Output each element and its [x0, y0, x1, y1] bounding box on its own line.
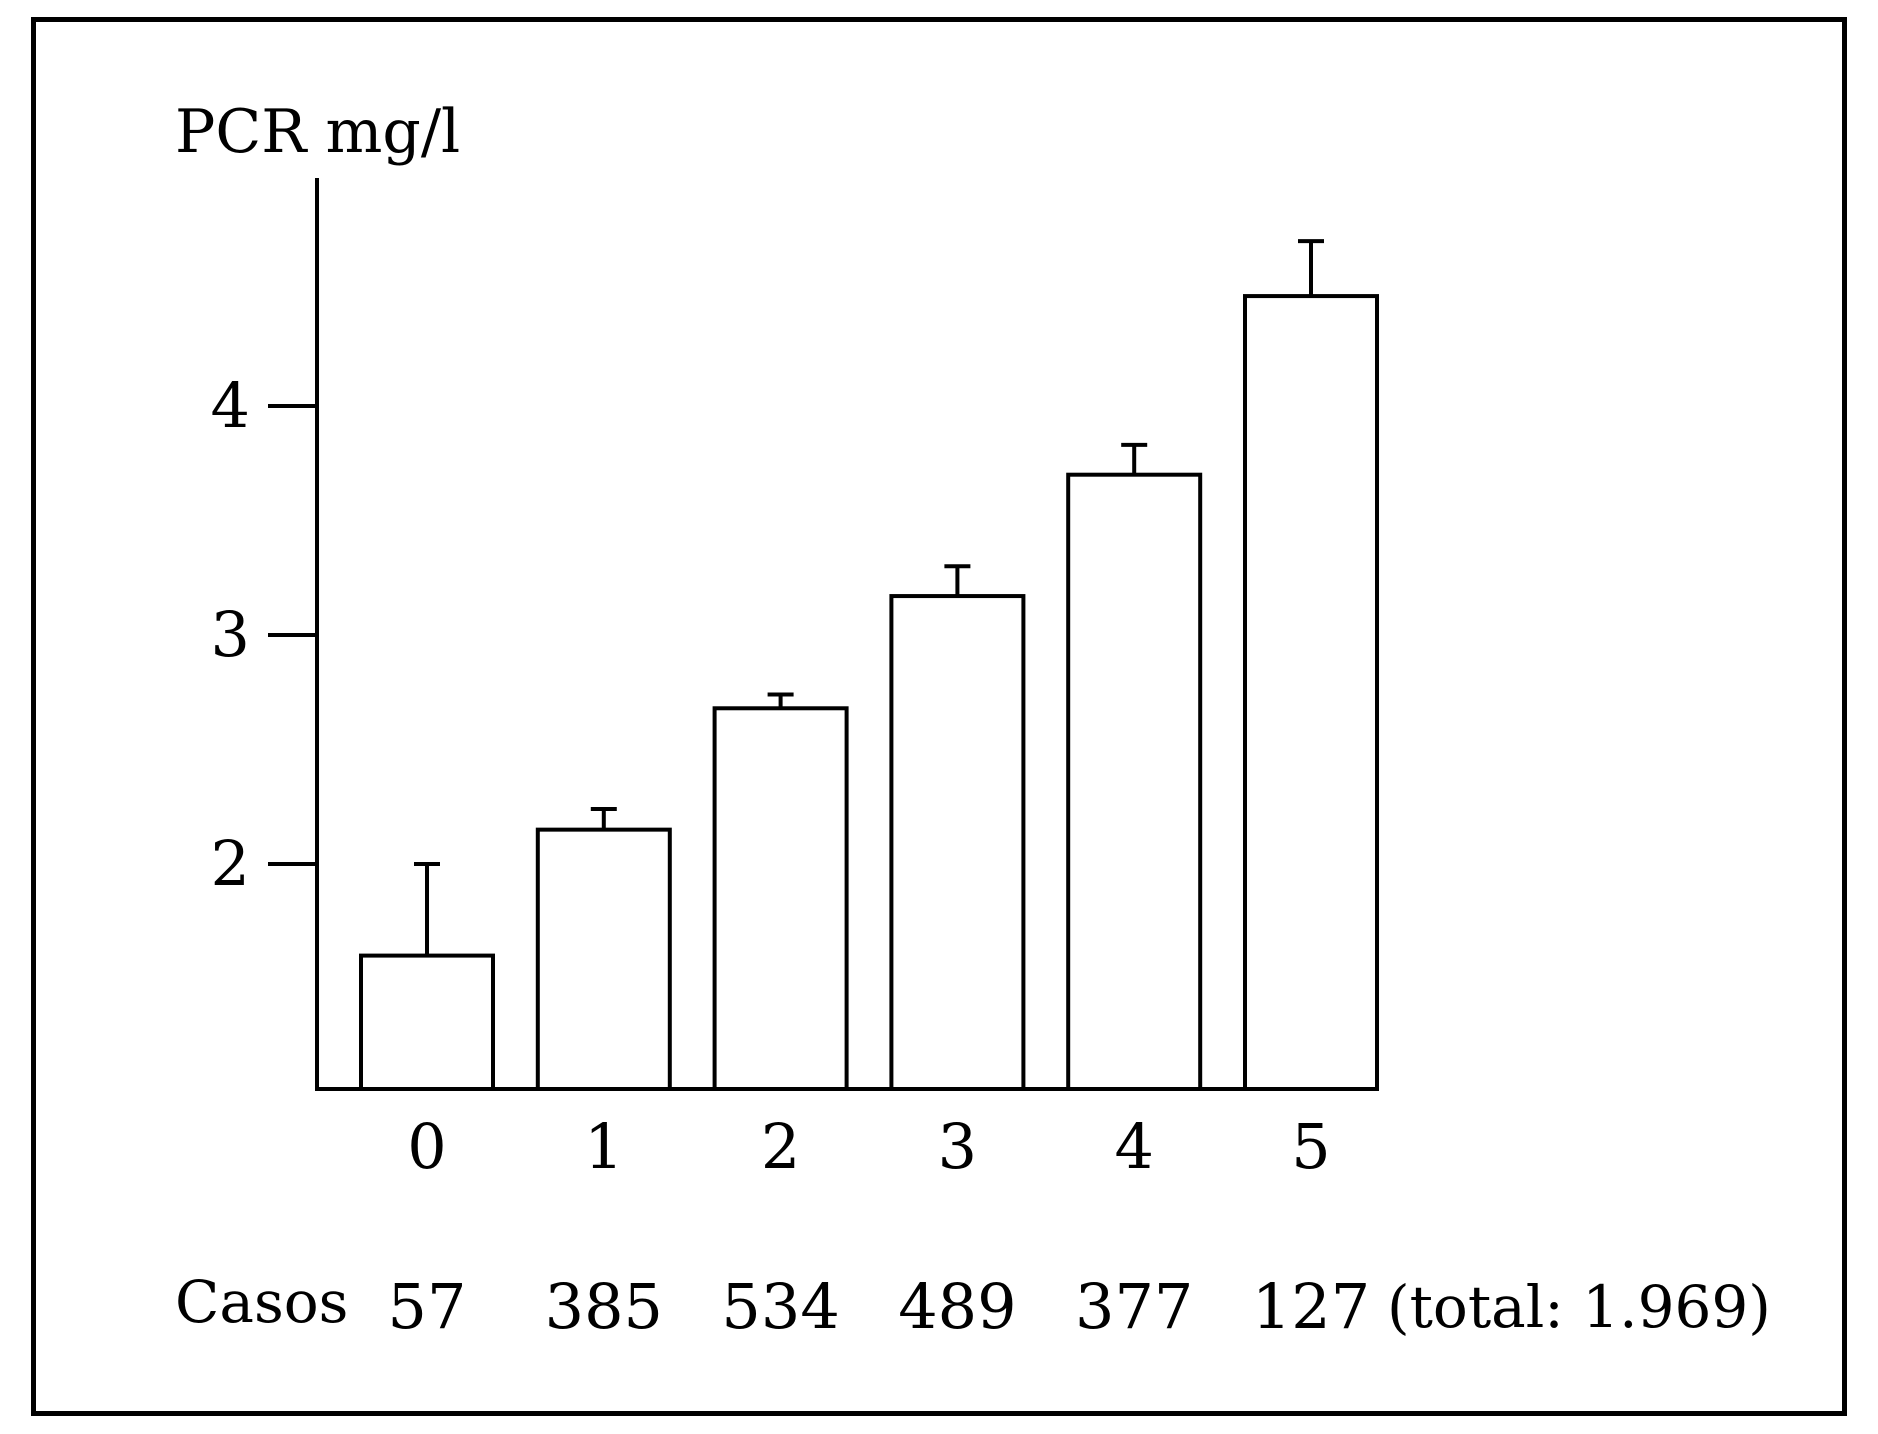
y-tick-label: 3 — [211, 598, 250, 671]
y-ticks: 2 3 4 — [211, 369, 317, 900]
cases-value: 385 — [545, 1270, 663, 1343]
bar — [535, 827, 672, 1092]
y-tick-label: 4 — [211, 369, 250, 442]
cases-values: 57 385 534 489 377 127 — [388, 1270, 1371, 1343]
cases-value: 377 — [1075, 1270, 1193, 1343]
x-tick-label: 4 — [1114, 1110, 1153, 1183]
bar — [712, 706, 849, 1092]
x-tick-label: 2 — [761, 1110, 800, 1183]
x-tick-label: 1 — [584, 1110, 623, 1183]
cases-label: Casos — [175, 1268, 348, 1336]
x-tick-label: 5 — [1291, 1110, 1330, 1183]
bar — [1243, 294, 1379, 1091]
x-tick-label: 0 — [407, 1110, 446, 1183]
cases-value: 534 — [721, 1270, 839, 1343]
y-tick-label: 2 — [211, 827, 250, 900]
y-axis-label: PCR mg/l — [175, 97, 460, 167]
cases-total-note: (total: 1.969) — [1387, 1273, 1771, 1341]
bar — [889, 594, 1026, 1091]
bar — [359, 953, 495, 1091]
cases-value: 57 — [388, 1270, 467, 1343]
cases-value: 489 — [898, 1270, 1016, 1343]
cases-value: 127 — [1252, 1270, 1370, 1343]
bars — [359, 239, 1379, 1092]
bar — [1066, 472, 1203, 1091]
x-tick-label: 3 — [938, 1110, 977, 1183]
x-tick-labels: 0 1 2 3 4 5 — [407, 1110, 1330, 1183]
